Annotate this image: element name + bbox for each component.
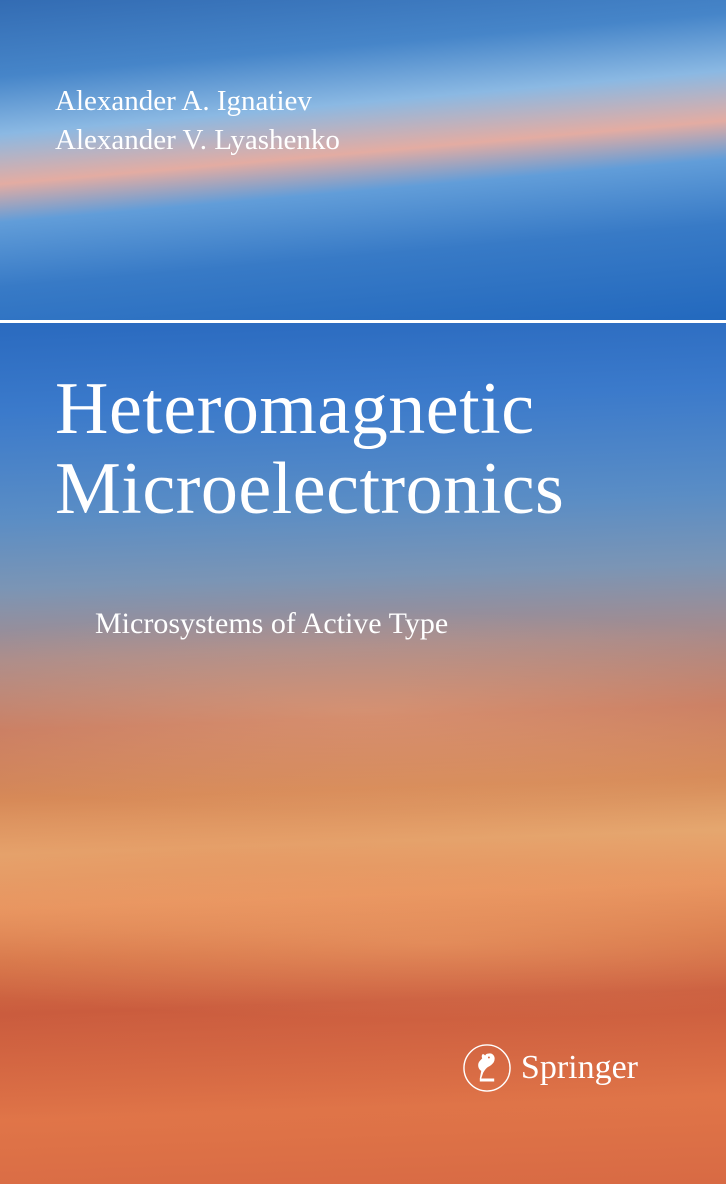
authors-block: Alexander A. Ignatiev Alexander V. Lyash… [55,82,340,160]
book-cover: Alexander A. Ignatiev Alexander V. Lyash… [0,0,726,1184]
author-line-1: Alexander A. Ignatiev [55,82,340,121]
title-line-2: Microelectronics [55,450,564,530]
publisher-name: Springer [521,1049,638,1087]
author-line-2: Alexander V. Lyashenko [55,121,340,160]
chess-knight-icon [463,1044,511,1092]
title-line-1: Heteromagnetic [55,370,564,450]
subtitle: Microsystems of Active Type [95,607,448,641]
title-block: Heteromagnetic Microelectronics [55,370,564,530]
publisher-block: Springer [463,1044,638,1092]
